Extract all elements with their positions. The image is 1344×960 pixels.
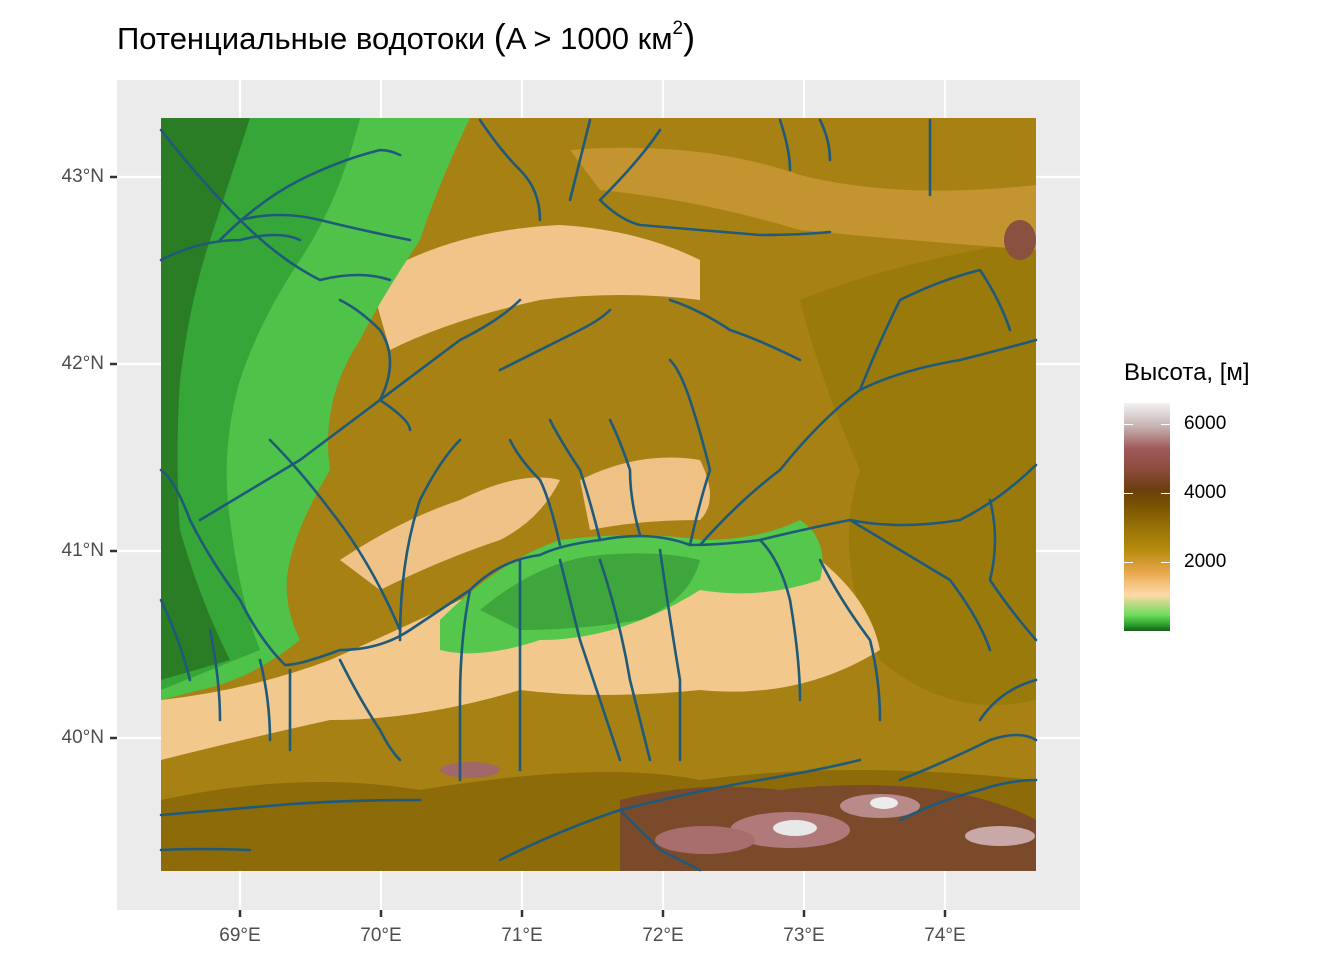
map-title: Потенциальные водотоки (A > 1000 км2) xyxy=(117,16,695,58)
river-segment xyxy=(268,438,402,632)
river-segment xyxy=(988,498,1038,642)
river-segment xyxy=(498,308,612,372)
legend-tick-label: 6000 xyxy=(1184,412,1227,434)
river-segment xyxy=(159,128,392,282)
legend-tick-label: 4000 xyxy=(1184,481,1227,503)
x-tick-label: 69°E xyxy=(219,925,261,946)
x-tick-label: 74°E xyxy=(924,925,966,946)
river-segment xyxy=(668,358,712,547)
river-segment xyxy=(198,398,382,522)
river-segment xyxy=(548,418,602,542)
river-segment xyxy=(338,658,402,762)
axis-ticks xyxy=(110,175,947,917)
river-segment xyxy=(478,118,542,222)
river-segment xyxy=(558,558,622,762)
legend-title: Высота, [м] xyxy=(1124,359,1250,386)
river-segment xyxy=(618,808,702,872)
river-segment xyxy=(159,798,422,817)
river-segment xyxy=(378,398,412,432)
river-segment xyxy=(598,128,662,202)
river-segment xyxy=(818,558,882,722)
y-tick-label: 40°N xyxy=(61,727,104,748)
river-segment xyxy=(238,213,412,242)
x-tick-label: 72°E xyxy=(642,925,684,946)
river-segment xyxy=(208,628,222,722)
river-segment xyxy=(778,118,792,172)
river-segment xyxy=(898,733,1038,782)
river-segment xyxy=(898,778,1038,822)
river-network xyxy=(159,118,1038,872)
y-tick-label: 42°N xyxy=(61,353,104,374)
river-segment xyxy=(398,438,462,642)
river-segment xyxy=(458,588,472,782)
river-segment xyxy=(818,118,832,162)
river-segment xyxy=(498,758,862,862)
river-segment xyxy=(598,558,652,762)
x-tick-label: 73°E xyxy=(783,925,825,946)
river-segment xyxy=(568,118,592,202)
river-segment xyxy=(668,298,802,362)
elevation-colorbar xyxy=(1124,403,1170,631)
title-main: Потенциальные водотоки xyxy=(117,21,486,56)
river-segment xyxy=(258,658,272,742)
x-tick-label: 71°E xyxy=(501,925,543,946)
river-segment xyxy=(858,268,1012,392)
river-segment xyxy=(159,847,252,852)
title-close-paren: ) xyxy=(683,16,696,57)
river-segment xyxy=(338,298,392,402)
river-segment xyxy=(978,678,1038,722)
x-tick-label: 70°E xyxy=(360,925,402,946)
river-segment xyxy=(608,418,642,537)
river-segment xyxy=(378,298,522,402)
legend-tick-label: 2000 xyxy=(1184,550,1227,572)
title-condition: A > 1000 км xyxy=(505,21,673,56)
river-segment xyxy=(758,538,802,702)
elevation-raster xyxy=(161,118,1036,871)
river-segment xyxy=(848,518,992,652)
river-segment xyxy=(598,198,832,237)
river-segment xyxy=(159,598,192,682)
river-segment xyxy=(159,233,302,262)
y-tick-label: 41°N xyxy=(61,540,104,561)
river-segment xyxy=(508,438,562,547)
river-segment xyxy=(218,148,402,242)
y-tick-label: 43°N xyxy=(61,166,104,187)
title-exponent: 2 xyxy=(672,18,684,39)
title-open-paren: ( xyxy=(493,16,506,57)
river-segment xyxy=(658,548,682,762)
